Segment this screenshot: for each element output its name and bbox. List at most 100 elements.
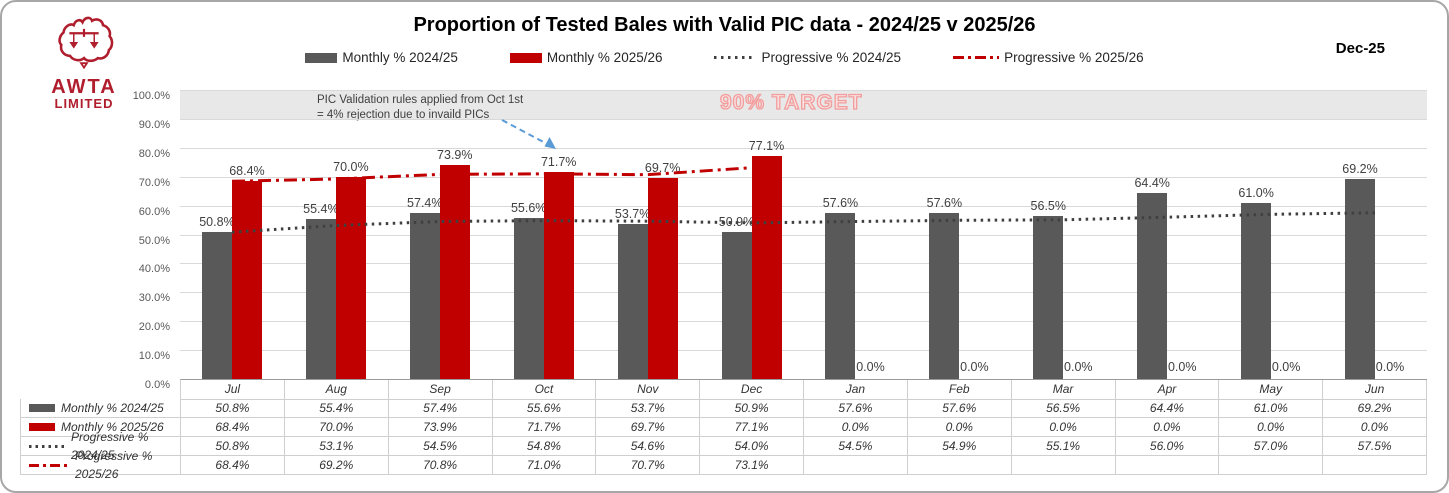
table-cell — [1115, 456, 1220, 475]
month-header-row: Jul Aug Sep Oct Nov Dec Jan Feb Mar Apr May Jun — [180, 379, 1427, 400]
table-row-label: Progressive % 2024/25 — [21, 430, 181, 462]
bar-monthly-2024-25 — [929, 212, 960, 379]
bar-monthly-2025-26 — [335, 176, 366, 379]
month-header-cell: Jan — [804, 380, 908, 400]
bar-value-label: 0.0% — [1271, 360, 1301, 374]
bar-value-label: 57.6% — [822, 195, 859, 210]
table-cell: 61.0% — [1219, 399, 1324, 418]
y-tick-label: 60.0% — [138, 205, 170, 218]
table-cell: 68.4% — [181, 418, 285, 437]
table-cell: 50.9% — [700, 399, 804, 418]
gridline — [180, 321, 1427, 323]
table-cell: 69.2% — [284, 456, 389, 475]
table-row-label-text: Monthly % 2024/25 — [61, 401, 164, 415]
table-row-label-text: Progressive % 2024/25 — [71, 430, 149, 462]
table-cell: 55.1% — [1011, 437, 1116, 456]
bar-monthly-2024-25 — [825, 212, 856, 379]
table-cell: 50.8% — [181, 399, 285, 418]
table-key-bar-swatch-icon — [29, 404, 55, 412]
table-key-bar-swatch-icon — [29, 423, 55, 431]
bar-monthly-2024-25 — [617, 223, 648, 379]
table-cell — [804, 456, 908, 475]
table-cell: 71.0% — [492, 456, 597, 475]
chart-legend: Monthly % 2024/25 Monthly % 2025/26 Progre… — [2, 50, 1447, 65]
bar-value-label: 0.0% — [1064, 360, 1093, 374]
bar-value-label: 53.7% — [614, 206, 651, 221]
progressive-2024-25-line — [231, 211, 1376, 234]
annotation-arrowhead-icon — [544, 137, 556, 149]
table-row-label-text: Monthly % 2025/26 — [61, 420, 164, 434]
bar-monthly-2024-25 — [1033, 215, 1064, 379]
table-cell: 54.6% — [596, 437, 701, 456]
legend-line-swatch-icon — [714, 56, 757, 59]
data-table: Monthly % 2024/25 50.8% 55.4% 57.4% 55.6% 53.… — [20, 399, 1427, 481]
target-90-label: 90% TARGET — [719, 90, 863, 114]
bar-value-label: 64.4% — [1134, 175, 1170, 190]
bar-value-label: 68.4% — [229, 164, 265, 179]
table-cell: 0.0% — [1323, 418, 1427, 437]
table-cell: 54.8% — [492, 437, 597, 456]
bar-value-label: 71.7% — [540, 154, 577, 169]
month-header-cell: Jun — [1323, 380, 1427, 400]
table-cell: 57.6% — [804, 399, 908, 418]
table-cell: 0.0% — [907, 418, 1012, 437]
table-cell: 56.0% — [1115, 437, 1220, 456]
y-tick-label: 0.0% — [144, 379, 170, 391]
table-cell: 0.0% — [804, 418, 908, 437]
table-cell: 50.8% — [181, 437, 285, 456]
bar-value-label: 61.0% — [1238, 185, 1274, 200]
y-tick-label: 80.0% — [138, 147, 170, 160]
y-tick-label: 100.0% — [132, 90, 170, 102]
y-tick-label: 10.0% — [138, 350, 170, 363]
bar-monthly-2024-25 — [721, 231, 752, 379]
chart-title: Proportion of Tested Bales with Valid PI… — [413, 14, 1036, 36]
table-cell: 0.0% — [1115, 418, 1220, 437]
bar-monthly-2025-26 — [543, 171, 574, 379]
gridline — [180, 292, 1427, 294]
target-band — [180, 90, 1427, 119]
month-header-cell: Mar — [1011, 380, 1116, 400]
y-tick-label: 70.0% — [138, 176, 170, 189]
table-cell: 57.6% — [907, 399, 1012, 418]
bar-monthly-2025-26 — [647, 177, 678, 379]
y-tick-label: 40.0% — [138, 263, 170, 276]
bar-monthly-2024-25 — [409, 213, 440, 379]
bar-value-label: 57.6% — [926, 195, 963, 210]
legend-label: Progressive % 2024/25 — [761, 50, 902, 65]
table-cell: 77.1% — [700, 418, 804, 437]
month-header-cell: Dec — [700, 380, 804, 400]
annotation-line-2: = 4% rejection due to invaild PICs — [317, 109, 490, 121]
bar-value-label: 0.0% — [1167, 360, 1197, 374]
awta-australia-scales-icon — [58, 16, 114, 70]
pic-validation-annotation: PIC Validation rules applied from Oct 1s… — [317, 93, 523, 123]
y-tick-label: 20.0% — [138, 321, 170, 334]
table-key-line-swatch-icon — [29, 444, 65, 448]
bar-value-label: 69.2% — [1342, 162, 1378, 176]
month-header-cell: Apr — [1115, 380, 1220, 400]
table-cell: 69.2% — [1323, 399, 1427, 418]
table-cell: 55.4% — [284, 399, 389, 418]
bar-monthly-2024-25 — [305, 218, 336, 379]
table-cell: 54.5% — [388, 437, 493, 456]
y-tick-label: 90.0% — [138, 118, 170, 131]
y-tick-label: 50.0% — [138, 234, 170, 247]
annotation-line-1: PIC Validation rules applied from Oct 1s… — [317, 94, 524, 106]
bar-value-label: 50.8% — [199, 215, 235, 230]
bar-value-label: 0.0% — [960, 360, 989, 374]
table-cell: 55.6% — [492, 399, 597, 418]
table-cell: 0.0% — [1011, 418, 1116, 437]
progressive-2025-26-line — [231, 166, 752, 183]
table-cell: 53.1% — [284, 437, 389, 456]
gridline — [180, 90, 1427, 91]
legend-line-swatch-icon — [953, 56, 1000, 59]
legend-bar-swatch-icon — [509, 52, 542, 63]
table-cell: 70.0% — [284, 418, 389, 437]
table-row-label: Monthly % 2025/26 — [21, 418, 181, 437]
bar-value-label: 56.5% — [1030, 198, 1066, 213]
table-cell: 57.0% — [1219, 437, 1324, 456]
table-key-line-swatch-icon — [29, 463, 69, 467]
table-cell: 71.7% — [492, 418, 597, 437]
logo-text-limited: LIMITED — [54, 96, 114, 111]
table-cell — [1219, 456, 1324, 475]
